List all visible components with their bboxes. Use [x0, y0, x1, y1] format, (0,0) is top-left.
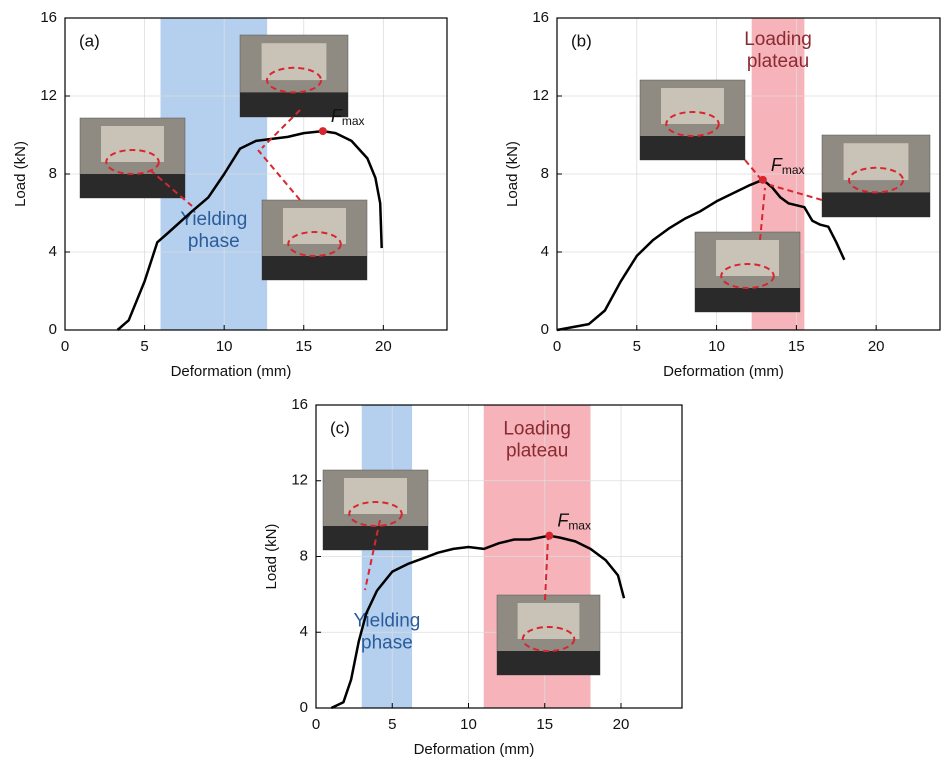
photo-part: [262, 256, 367, 280]
page: 051015200481216YieldingphaseFmax(a)Defor…: [0, 0, 946, 771]
specimen-photo: [695, 232, 800, 312]
photo-part: [497, 651, 600, 675]
x-tick-label: 5: [633, 338, 641, 355]
fmax-subscript: max: [782, 163, 805, 177]
region-label: phase: [361, 632, 413, 653]
x-tick-label: 15: [536, 716, 553, 733]
photo-part: [661, 88, 724, 124]
region-label: Loading: [744, 29, 812, 50]
fmax-point: [545, 532, 553, 540]
specimen-photo: [822, 135, 930, 217]
fmax-point: [319, 127, 327, 135]
x-tick-label: 20: [868, 338, 885, 355]
region-label: Loading: [503, 418, 571, 439]
y-axis-label: Load (kN): [12, 141, 29, 207]
region-label: plateau: [506, 440, 568, 461]
photo-part: [640, 136, 745, 160]
x-tick-label: 20: [375, 338, 392, 355]
y-tick-label: 16: [291, 396, 308, 413]
panel-label: (b): [571, 31, 592, 50]
region-label: phase: [188, 231, 240, 252]
photo-part: [695, 288, 800, 312]
x-tick-label: 10: [708, 338, 725, 355]
y-tick-label: 4: [300, 623, 308, 640]
y-tick-label: 16: [532, 9, 549, 26]
x-axis-label: Deformation (mm): [663, 363, 784, 380]
y-axis-label: Load (kN): [504, 141, 521, 207]
y-tick-label: 0: [541, 321, 549, 338]
x-tick-label: 15: [788, 338, 805, 355]
photo-part: [323, 526, 428, 550]
photo-part: [283, 208, 346, 244]
y-tick-label: 8: [49, 165, 57, 182]
y-tick-label: 16: [40, 9, 57, 26]
x-tick-label: 5: [140, 338, 148, 355]
x-tick-label: 10: [216, 338, 233, 355]
x-axis-label: Deformation (mm): [414, 741, 535, 758]
specimen-photo: [497, 595, 600, 675]
x-tick-label: 0: [553, 338, 561, 355]
specimen-photo: [323, 470, 428, 550]
figure: 051015200481216YieldingphaseFmax(a)Defor…: [0, 0, 946, 766]
y-tick-label: 0: [49, 321, 57, 338]
x-tick-label: 5: [388, 716, 396, 733]
specimen-photo: [640, 80, 745, 160]
photo-part: [822, 192, 930, 217]
x-tick-label: 0: [312, 716, 320, 733]
specimen-photo: [262, 200, 367, 280]
y-tick-label: 12: [532, 87, 549, 104]
x-axis-label: Deformation (mm): [171, 363, 292, 380]
y-tick-label: 0: [300, 699, 308, 716]
region-label: plateau: [747, 51, 809, 72]
photo-part: [716, 240, 779, 276]
x-tick-label: 0: [61, 338, 69, 355]
x-tick-label: 20: [613, 716, 630, 733]
y-tick-label: 12: [40, 87, 57, 104]
specimen-photo: [240, 35, 348, 117]
photo-part: [344, 478, 407, 514]
y-axis-label: Load (kN): [263, 524, 280, 590]
fmax-subscript: max: [568, 519, 591, 533]
x-tick-label: 15: [295, 338, 312, 355]
panel-label: (c): [330, 418, 350, 437]
photo-part: [101, 126, 164, 162]
y-tick-label: 4: [49, 243, 57, 260]
panel: 051015200481216LoadingplateauFmax(b)Defo…: [504, 9, 940, 380]
y-tick-label: 8: [541, 165, 549, 182]
x-tick-label: 10: [460, 716, 477, 733]
y-tick-label: 8: [300, 547, 308, 564]
y-tick-label: 4: [541, 243, 549, 260]
panel-label: (a): [79, 31, 100, 50]
y-tick-label: 12: [291, 472, 308, 489]
fmax-point: [759, 176, 767, 184]
fmax-subscript: max: [342, 114, 365, 128]
